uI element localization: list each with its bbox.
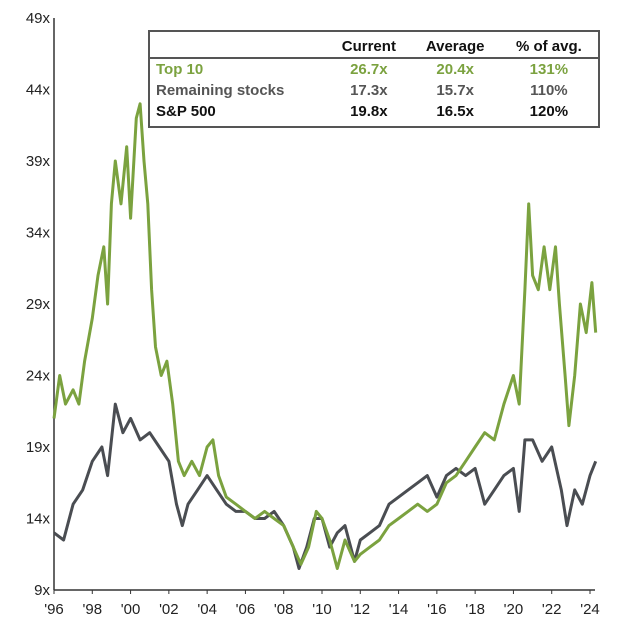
row-current: 17.3x [350, 82, 388, 99]
x-tick-label: '18 [465, 601, 485, 618]
axes: 9x 14x 19x 24x 29x 34x 39x 44x 49x '96 '98 '00 '02 '0… [26, 10, 600, 618]
x-tick-label: '06 [236, 601, 256, 618]
y-tick-label: 29x [26, 296, 51, 313]
x-tick-label: '08 [274, 601, 294, 618]
table-row-top10: Top 10 26.7x 20.4x 131% [150, 58, 598, 80]
y-tick-label: 34x [26, 225, 51, 242]
x-tick-label: '24 [580, 601, 600, 618]
row-pct: 120% [529, 103, 569, 120]
table-header-average: Average [410, 36, 500, 59]
series-line-top-10 [52, 102, 598, 570]
row-pct: 131% [529, 61, 569, 78]
y-tick-label: 49x [26, 10, 51, 27]
row-average: 16.5x [436, 103, 474, 120]
row-label: Top 10 [156, 61, 204, 78]
table-header-pct-avg: % of avg. [499, 36, 598, 59]
table-header-current: Current [327, 36, 411, 59]
table-header-row: Current Average % of avg. [150, 36, 598, 59]
x-tick-label: '02 [159, 601, 179, 618]
table-row-remaining: Remaining stocks 17.3x 15.7x 110% [150, 80, 598, 101]
y-tick-label: 24x [26, 368, 51, 385]
row-average: 15.7x [436, 82, 474, 99]
x-tick-label: '20 [504, 601, 524, 618]
y-tick-label: 9x [34, 582, 50, 599]
x-tick-label: '12 [351, 601, 371, 618]
row-current: 19.8x [350, 103, 388, 120]
y-tick-label: 14x [26, 511, 51, 528]
x-tick-label: '22 [542, 601, 562, 618]
x-tick-label: '04 [197, 601, 217, 618]
row-label: S&P 500 [156, 103, 216, 120]
y-tick-label: 39x [26, 153, 51, 170]
x-tick-label: '96 [44, 601, 64, 618]
x-tick-label: '14 [389, 601, 409, 618]
row-label: Remaining stocks [156, 82, 285, 99]
series-line-remaining-stocks [53, 402, 598, 570]
row-average: 20.4x [436, 61, 474, 78]
y-tick-label: 19x [26, 439, 51, 456]
row-current: 26.7x [350, 61, 388, 78]
x-tick-label: '10 [312, 601, 332, 618]
row-pct: 110% [530, 82, 568, 99]
x-tick-label: '00 [121, 601, 141, 618]
valuation-table: Current Average % of avg. Top 10 26.7x 2… [148, 30, 600, 128]
table-row-sp500: S&P 500 19.8x 16.5x 120% [150, 101, 598, 122]
series-group [52, 102, 598, 570]
x-tick-label: '98 [83, 601, 103, 618]
x-tick-label: '16 [427, 601, 447, 618]
y-tick-label: 44x [26, 82, 51, 99]
table-header-blank [150, 36, 328, 59]
